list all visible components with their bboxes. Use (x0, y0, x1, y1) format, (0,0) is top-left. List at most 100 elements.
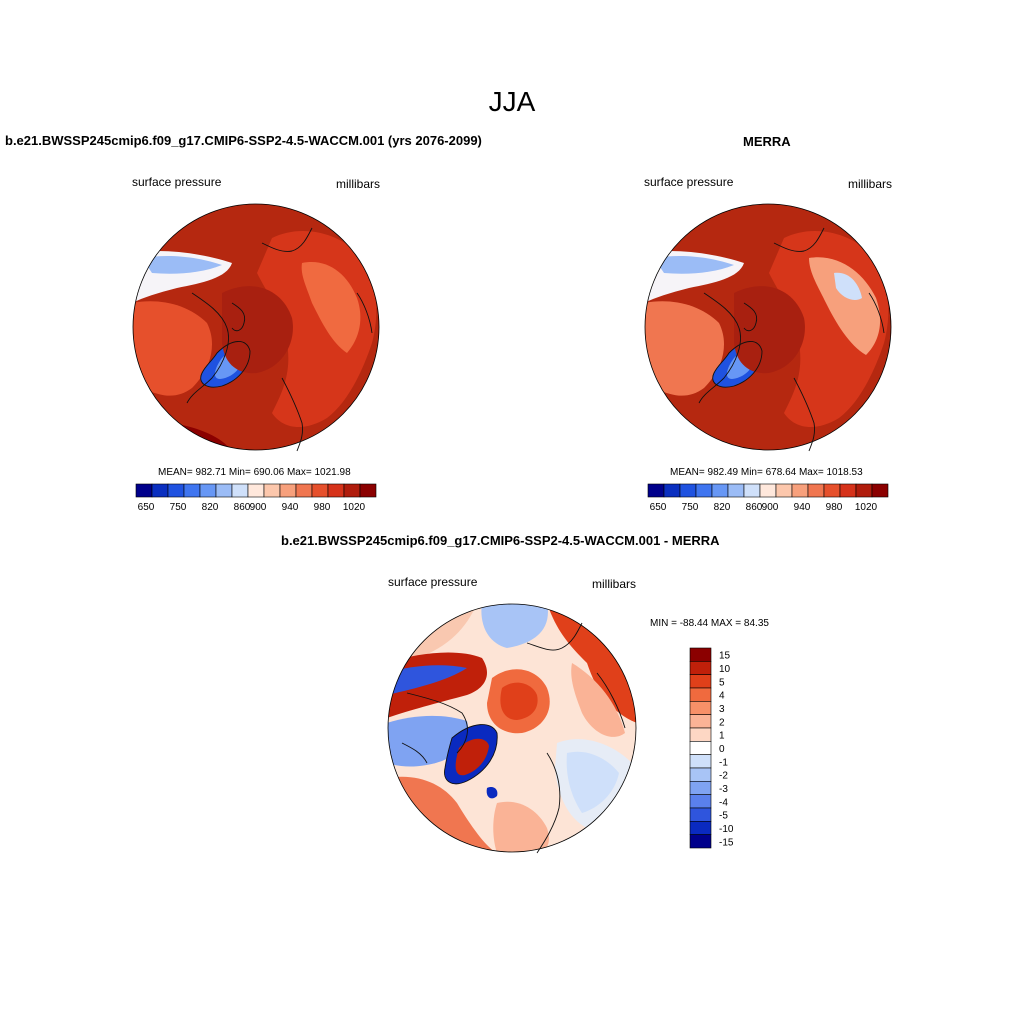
colorbar-tick-label: -5 (719, 811, 728, 822)
panel-1-colorbar: 650 750 820 860 900 940 980 1020 (135, 483, 377, 513)
colorbar-swatch (689, 781, 712, 795)
colorbar-swatch (689, 807, 712, 822)
panel-1-land-america (133, 301, 212, 396)
panel-3-title: b.e21.BWSSP245cmip6.f09_g17.CMIP6-SSP2-4… (281, 533, 720, 548)
panel-1-units-label: millibars (336, 177, 381, 191)
panel-3-units-label: millibars (592, 577, 637, 591)
colorbar-swatch (247, 483, 265, 498)
colorbar-tick-label: -4 (719, 797, 728, 808)
panel-2-colorbar: 650 750 820 860 900 940 980 1020 (647, 483, 889, 513)
colorbar-tick-label: 750 (170, 502, 187, 513)
colorbar-swatch (263, 483, 281, 498)
panel-1-land-plateau-edge (142, 255, 222, 274)
colorbar-swatch (295, 483, 313, 498)
colorbar-swatch (689, 714, 712, 729)
colorbar-tick-label: 940 (282, 502, 299, 513)
colorbar-swatch (689, 674, 712, 689)
colorbar-swatch (663, 483, 681, 498)
colorbar-swatch (359, 483, 377, 498)
colorbar-swatch (695, 483, 713, 498)
main-title: JJA (488, 86, 536, 117)
panel-1-land-europe (301, 262, 361, 353)
colorbar-swatch (689, 661, 712, 675)
colorbar-swatch (855, 483, 873, 498)
colorbar-swatch (689, 794, 712, 809)
panel-1-variable-label: surface pressure (132, 175, 222, 189)
colorbar-swatch (791, 483, 809, 498)
colorbar-tick-label: -1 (719, 757, 728, 768)
colorbar-swatch (279, 483, 297, 498)
colorbar-swatch (231, 483, 249, 498)
colorbar-tick-label: 860 (234, 502, 251, 513)
colorbar-tick-label: 650 (650, 502, 667, 513)
colorbar-tick-label: 1020 (343, 502, 366, 513)
colorbar-tick-label: 0 (719, 744, 725, 755)
colorbar-swatch (647, 483, 665, 498)
colorbar-swatch (775, 483, 793, 498)
panel-3-variable-label: surface pressure (388, 575, 478, 589)
colorbar-tick-label: 1 (719, 731, 725, 742)
panel-2-coastlines (698, 227, 885, 452)
panel-1-arctic-ocean (222, 286, 293, 374)
colorbar-swatch (807, 483, 825, 498)
colorbar-swatch (679, 483, 697, 498)
colorbar-tick-label: 3 (719, 704, 725, 715)
colorbar-tick-label: 860 (746, 502, 763, 513)
colorbar-tick-label: -10 (719, 824, 734, 835)
panel-2-title: MERRA (743, 134, 791, 149)
panel-2-stats: MEAN= 982.49 Min= 678.64 Max= 1018.53 (670, 467, 863, 478)
colorbar-tick-label: 900 (762, 502, 779, 513)
colorbar-swatch (711, 483, 729, 498)
colorbar-tick-label: -15 (719, 837, 734, 848)
colorbar-swatch (215, 483, 233, 498)
colorbar-swatch (743, 483, 761, 498)
colorbar-swatch (689, 647, 712, 662)
colorbar-swatch (689, 727, 712, 742)
colorbar-swatch (839, 483, 857, 498)
panel-1-coastlines (186, 227, 373, 452)
colorbar-swatch (689, 701, 712, 715)
colorbar-swatch (689, 741, 712, 755)
colorbar-tick-label: 10 (719, 664, 731, 675)
colorbar-swatch (343, 483, 361, 498)
colorbar-tick-label: 4 (719, 691, 725, 702)
colorbar-tick-label: 900 (250, 502, 267, 513)
panel-3-stats: MIN = -88.44 MAX = 84.35 (650, 618, 769, 629)
colorbar-tick-label: 650 (138, 502, 155, 513)
panel-1-stats: MEAN= 982.71 Min= 690.06 Max= 1021.98 (158, 467, 351, 478)
colorbar-swatch (327, 483, 345, 498)
colorbar-swatch (759, 483, 777, 498)
panel-1-map (132, 203, 380, 452)
colorbar-swatch (727, 483, 745, 498)
colorbar-swatch (823, 483, 841, 498)
panel-2-map (644, 203, 892, 452)
colorbar-swatch (689, 754, 712, 769)
colorbar-swatch (871, 483, 889, 498)
colorbar-swatch (689, 834, 712, 849)
colorbar-swatch (167, 483, 185, 498)
colorbar-tick-label: 5 (719, 677, 725, 688)
panel-2-land-europe (809, 257, 881, 355)
colorbar-swatch (689, 767, 712, 782)
colorbar-swatch (689, 687, 712, 702)
colorbar-tick-label: 15 (719, 651, 731, 662)
colorbar-tick-label: -2 (719, 771, 728, 782)
colorbar-swatch (311, 483, 329, 498)
colorbar-tick-label: 820 (714, 502, 731, 513)
panel-2-variable-label: surface pressure (644, 175, 734, 189)
colorbar-tick-label: 1020 (855, 502, 878, 513)
panel-2-units-label: millibars (848, 177, 893, 191)
colorbar-swatch (183, 483, 201, 498)
colorbar-swatch (151, 483, 169, 498)
panel-3-coastlines (401, 622, 626, 854)
panel-2-land-america (645, 301, 724, 396)
colorbar-tick-label: 820 (202, 502, 219, 513)
colorbar-tick-label: 940 (794, 502, 811, 513)
colorbar-tick-label: -3 (719, 784, 728, 795)
colorbar-swatch (689, 821, 712, 835)
panel-1-title: b.e21.BWSSP245cmip6.f09_g17.CMIP6-SSP2-4… (5, 133, 482, 148)
colorbar-tick-label: 750 (682, 502, 699, 513)
colorbar-tick-label: 2 (719, 717, 725, 728)
panel-3-map (387, 603, 637, 854)
